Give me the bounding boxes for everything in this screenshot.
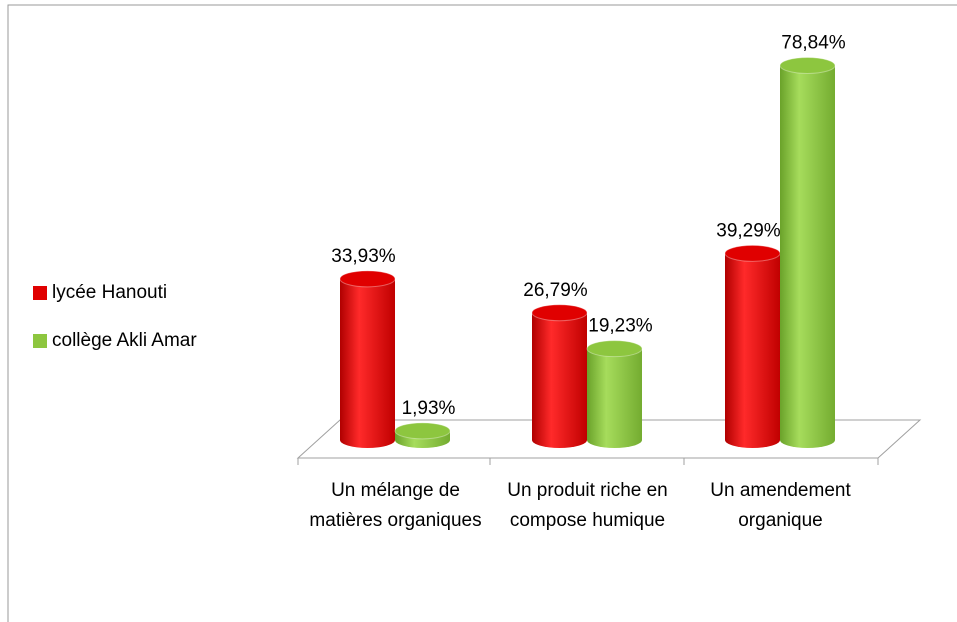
bar-top <box>531 304 588 322</box>
data-label: 78,84% <box>781 33 846 54</box>
legend-label: collège Akli Amar <box>52 330 197 351</box>
legend-swatch <box>33 334 47 348</box>
data-label: 26,79% <box>523 280 588 301</box>
bar <box>340 278 395 440</box>
x-ticks <box>297 458 879 465</box>
x-tick-label: Un mélange de matières organiques <box>309 480 482 531</box>
bar-top <box>394 422 451 440</box>
x-tick-label: Un produit riche en compose humique <box>507 480 668 531</box>
data-label: 39,29% <box>716 220 781 241</box>
data-label: 19,23% <box>588 316 653 337</box>
bar <box>587 348 642 440</box>
bar <box>532 312 587 440</box>
bar-top <box>586 340 643 358</box>
frame <box>7 4 957 622</box>
data-label: 1,93% <box>402 398 456 419</box>
data-label: 33,93% <box>331 246 396 267</box>
bar <box>780 65 835 440</box>
x-tick-label: Un amendement organique <box>710 480 851 531</box>
bar <box>725 253 780 440</box>
bar-top <box>779 57 836 75</box>
legend-swatch <box>33 286 47 300</box>
bar-top <box>339 270 396 288</box>
legend-label: lycée Hanouti <box>52 282 168 303</box>
bar-top <box>724 244 781 262</box>
